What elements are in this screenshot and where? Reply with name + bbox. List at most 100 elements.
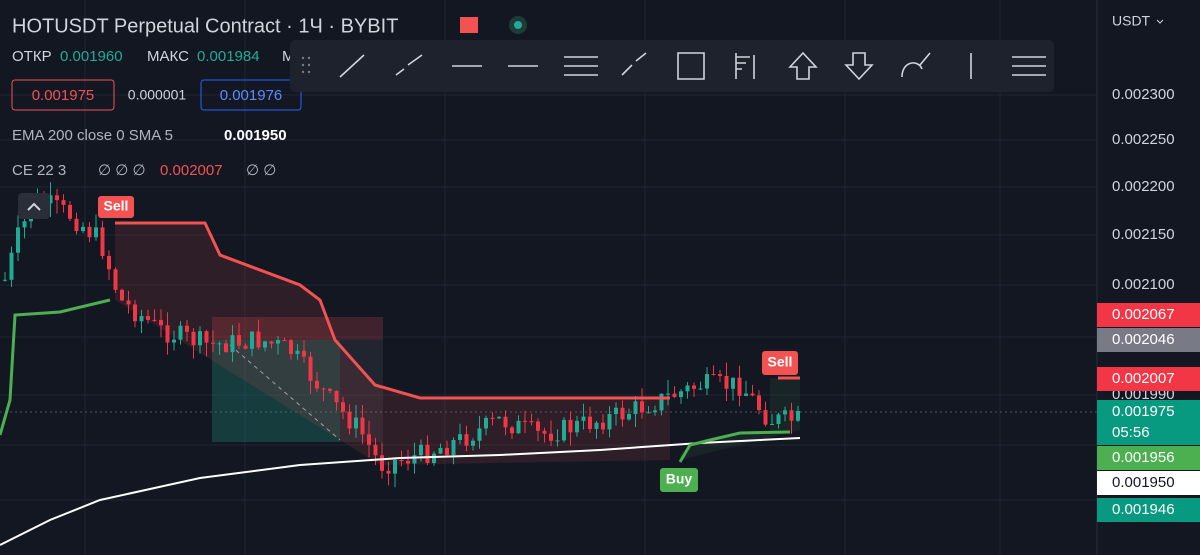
- candle-body: [731, 377, 735, 389]
- price-tag-label: 0.001950: [1112, 474, 1175, 491]
- candle-body: [718, 374, 722, 376]
- candle-body: [360, 417, 365, 435]
- price-axis-label: 0.002300: [1112, 86, 1175, 103]
- tool-button[interactable]: [621, 52, 647, 76]
- tool-button[interactable]: [395, 54, 423, 76]
- candle-body: [217, 343, 222, 345]
- candle-body: [776, 414, 781, 424]
- tool-icon: [1012, 56, 1046, 76]
- candle-body: [198, 331, 202, 346]
- candle-body: [9, 252, 14, 280]
- candle-body: [601, 422, 605, 430]
- candle-body: [425, 444, 430, 463]
- candle-body: [627, 414, 631, 420]
- tool-icon: [564, 56, 598, 76]
- sell-button[interactable]: [11, 79, 115, 111]
- candle-body: [510, 427, 514, 434]
- tool-icon: [677, 52, 705, 80]
- candle-body: [341, 402, 345, 412]
- sell-label: Sell: [768, 354, 793, 370]
- ce-value: 0.002007: [160, 162, 223, 179]
- price-tag-label: 0.002067: [1112, 306, 1175, 323]
- candle-body: [393, 459, 397, 474]
- candle-body: [562, 419, 566, 441]
- candle-body: [328, 388, 332, 391]
- candle-body: [640, 401, 644, 413]
- tool-button[interactable]: [788, 51, 818, 80]
- grip: [301, 70, 305, 74]
- candle-body: [770, 423, 774, 425]
- ce-label: CE 22 3: [12, 162, 66, 179]
- price-tag-label: 05:56: [1112, 424, 1150, 441]
- candle-body: [750, 393, 755, 396]
- candle-body: [61, 200, 66, 205]
- candle-body: [315, 380, 319, 389]
- open-value: 0.001960: [60, 48, 123, 65]
- candle-body: [94, 227, 98, 238]
- sell-price[interactable]: 0.001975: [32, 87, 95, 104]
- tool-button[interactable]: [677, 52, 705, 80]
- candle-body: [295, 350, 300, 354]
- collapse-icon: [27, 202, 41, 211]
- candle-body: [282, 340, 287, 342]
- currency-selector[interactable]: USDT: [1112, 13, 1151, 29]
- candle-body: [783, 410, 787, 415]
- candle-body: [185, 325, 189, 332]
- price-tag: [1097, 400, 1200, 445]
- open-label: ОТКР: [12, 48, 52, 65]
- ce-green-line: [0, 298, 111, 436]
- chevron: [1156, 19, 1164, 24]
- tool-icon: [901, 52, 931, 78]
- candle-body: [659, 393, 664, 411]
- candle-body: [614, 407, 618, 415]
- candle-body: [555, 440, 560, 442]
- price-tag: [1097, 367, 1200, 391]
- ce-red-line: [115, 221, 670, 400]
- tool-button[interactable]: [735, 53, 755, 79]
- candle-body: [243, 345, 248, 349]
- tool-button[interactable]: [844, 52, 874, 81]
- grip: [307, 63, 311, 67]
- candle-body: [172, 339, 176, 343]
- candle-body: [3, 279, 7, 281]
- candle-body: [737, 377, 742, 396]
- buy-price[interactable]: 0.001976: [220, 87, 283, 104]
- candle-body: [367, 434, 371, 445]
- tool-button[interactable]: [901, 52, 931, 78]
- ce-green-line-2: [678, 430, 791, 463]
- tool-button[interactable]: [564, 56, 598, 76]
- price-axis-label: 0.002250: [1112, 131, 1175, 148]
- ce-fill-red: [115, 223, 670, 465]
- candle-body: [380, 455, 384, 471]
- candle-body: [679, 391, 683, 398]
- candle-body: [230, 335, 235, 353]
- candle-body: [302, 350, 306, 357]
- candle-body: [607, 414, 612, 430]
- tool-icon: [339, 54, 365, 78]
- candle-body: [724, 375, 729, 389]
- tool-icon: [621, 52, 647, 76]
- candle-body: [581, 416, 586, 421]
- candle-body: [536, 421, 540, 431]
- buy-button[interactable]: [200, 79, 302, 111]
- candle-body: [386, 470, 391, 474]
- sell-signal: [98, 196, 134, 218]
- candles: [3, 182, 800, 488]
- flag-icon[interactable]: [460, 17, 478, 33]
- collapse-button[interactable]: [18, 193, 50, 219]
- grip: [307, 56, 311, 60]
- tool-button[interactable]: [1012, 56, 1046, 76]
- candle-body: [347, 411, 352, 429]
- tool-button[interactable]: [339, 54, 365, 78]
- price-tag-label: 0.002046: [1112, 331, 1175, 348]
- short-profit-zone: [212, 340, 340, 442]
- candle-body: [191, 331, 196, 346]
- sell-signal: [762, 351, 798, 375]
- candle-body: [211, 342, 215, 344]
- candle-body: [22, 221, 27, 228]
- high-label: МАКС: [147, 48, 189, 65]
- candle-body: [237, 335, 241, 346]
- candle-body: [269, 341, 274, 344]
- candle-body: [113, 269, 118, 290]
